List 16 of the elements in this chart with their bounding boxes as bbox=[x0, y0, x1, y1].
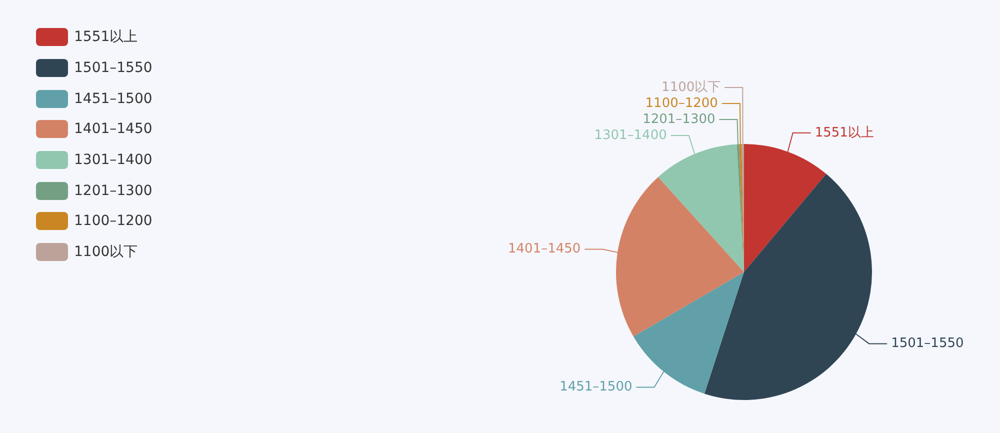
legend-label: 1401–1450 bbox=[74, 121, 152, 138]
slice-label: 1100以下 bbox=[662, 80, 721, 95]
legend-label: 1301–1400 bbox=[74, 152, 152, 168]
legend-label: 1201–1300 bbox=[74, 182, 152, 199]
legend-label: 1451–1500 bbox=[74, 90, 152, 107]
slice-label: 1451–1500 bbox=[560, 380, 632, 395]
legend-label: 1100–1200 bbox=[74, 213, 152, 230]
legend-label: 1100以下 bbox=[74, 243, 138, 262]
slice-label: 1501–1550 bbox=[891, 336, 964, 352]
slice-label: 1201–1300 bbox=[642, 112, 716, 127]
slice-label: 1100–1200 bbox=[645, 96, 718, 111]
legend-label: 1551以上 bbox=[74, 28, 138, 46]
slice-label: 1551以上 bbox=[814, 125, 874, 140]
slice-label: 1401–1450 bbox=[508, 242, 581, 257]
legend-label: 1501–1550 bbox=[74, 60, 152, 76]
slice-label: 1301–1400 bbox=[594, 128, 667, 143]
